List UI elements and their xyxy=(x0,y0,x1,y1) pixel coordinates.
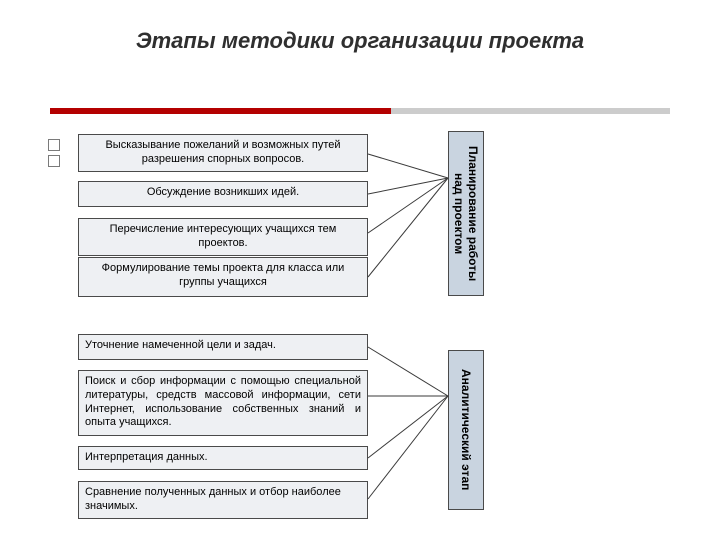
bullet-1 xyxy=(48,139,60,151)
box-g2-1: Поиск и сбор информации с помощью специа… xyxy=(78,370,368,436)
stage-box-planning: Планирование работы над проектом xyxy=(448,131,484,296)
box-g1-0: Высказывание пожеланий и возможных путей… xyxy=(78,134,368,172)
box-text: Обсуждение возникших идей. xyxy=(147,186,299,198)
box-text: Перечисление интересующих учащихся тем п… xyxy=(110,223,337,249)
box-text: Интерпретация данных. xyxy=(85,451,208,463)
box-g2-0: Уточнение намеченной цели и задач. xyxy=(78,334,368,360)
box-g1-1: Обсуждение возникших идей. xyxy=(78,181,368,207)
box-g1-2: Перечисление интересующих учащихся тем п… xyxy=(78,218,368,256)
page-title: Этапы методики организации проекта xyxy=(0,28,720,54)
box-text: Уточнение намеченной цели и задач. xyxy=(85,339,276,351)
stage-label: Аналитический этап xyxy=(459,369,473,490)
bullet-2 xyxy=(48,155,60,167)
divider-rule xyxy=(50,108,670,114)
box-g1-3: Формулирование темы проекта для класса и… xyxy=(78,257,368,297)
box-text: Сравнение полученных данных и отбор наиб… xyxy=(85,486,341,512)
box-g2-2: Интерпретация данных. xyxy=(78,446,368,470)
box-g2-3: Сравнение полученных данных и отбор наиб… xyxy=(78,481,368,519)
box-text: Высказывание пожеланий и возможных путей… xyxy=(105,139,340,165)
stage-label: Планирование работы над проектом xyxy=(452,140,480,287)
box-text: Формулирование темы проекта для класса и… xyxy=(102,262,345,288)
stage-box-analytical: Аналитический этап xyxy=(448,350,484,510)
slide: Этапы методики организации проекта Выска… xyxy=(0,0,720,540)
box-text: Поиск и сбор информации с помощью специа… xyxy=(85,375,361,428)
